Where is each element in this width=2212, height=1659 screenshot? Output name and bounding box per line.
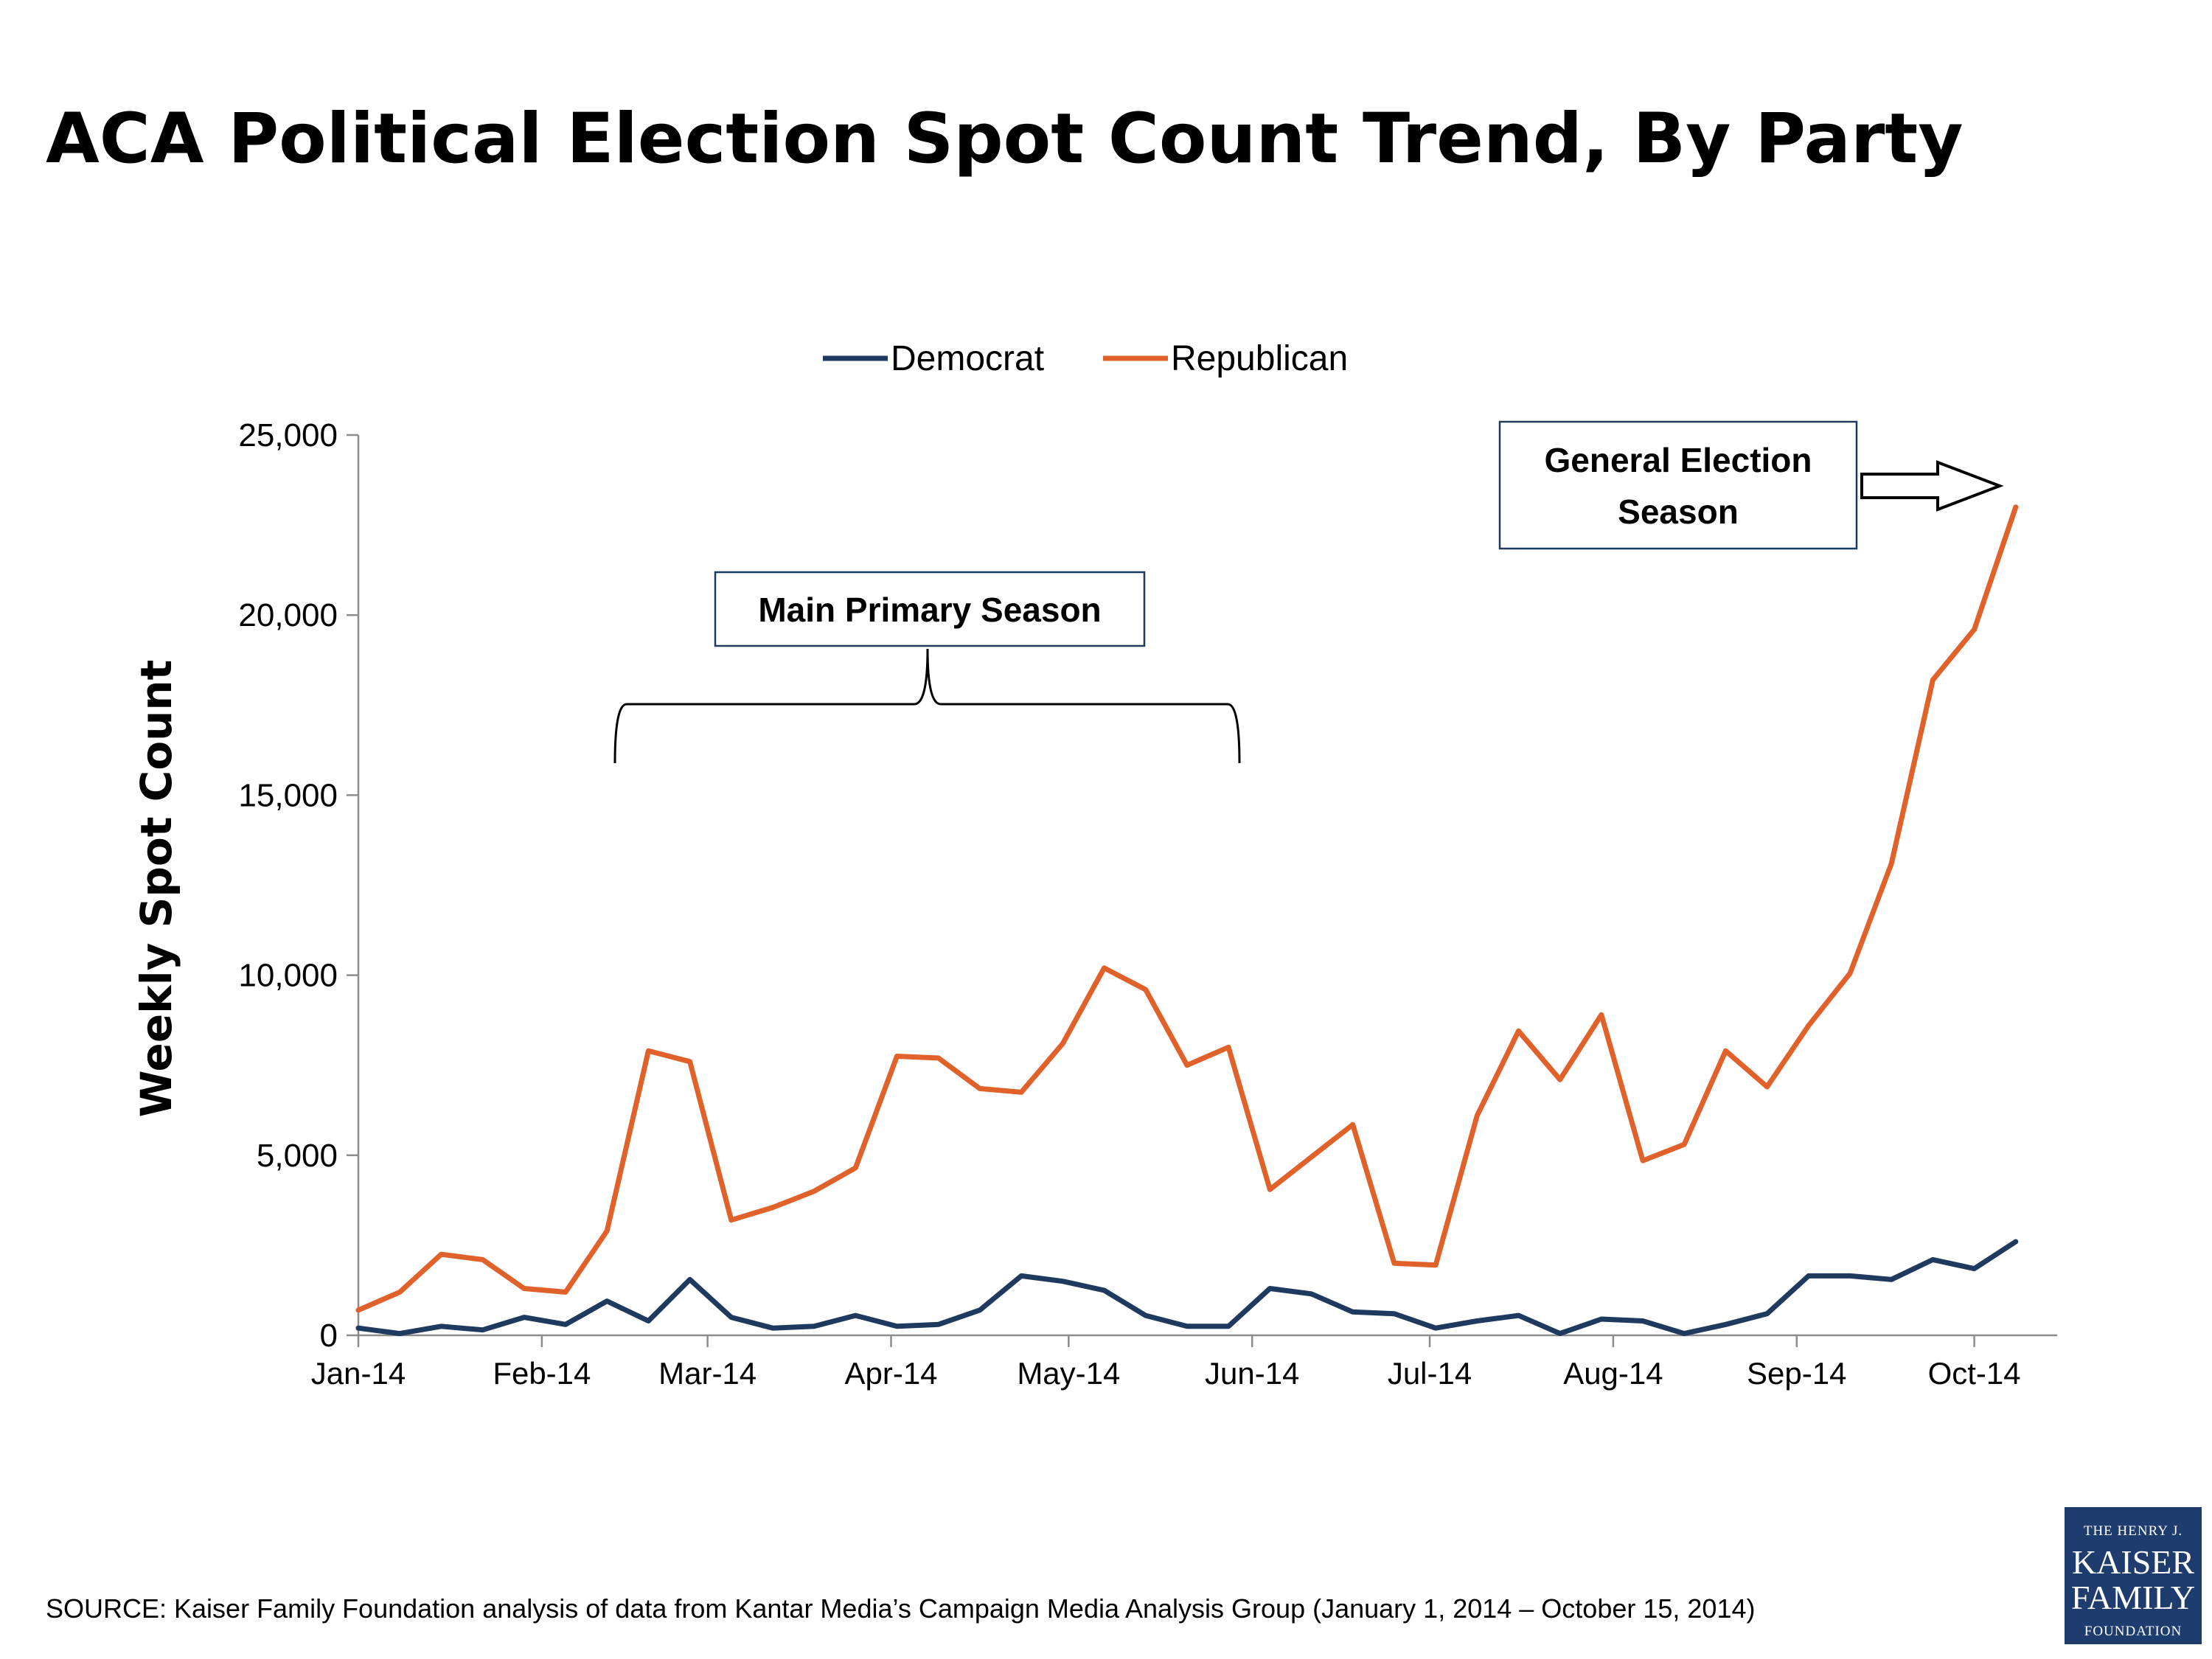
- legend-label-republican: Republican: [1171, 339, 1348, 378]
- y-tick-label: 10,000: [238, 958, 338, 994]
- x-tick-label: Jul-14: [1388, 1356, 1472, 1391]
- legend-label-democrat: Democrat: [891, 339, 1044, 378]
- axes: 0 5,000 10,000 15,000 20,000 25,000 Jan-14 Feb-…: [238, 417, 2057, 1391]
- x-tick-label: Jun-14: [1205, 1356, 1299, 1391]
- x-tick-label: Mar-14: [658, 1356, 757, 1391]
- x-tick-label: Jan-14: [311, 1356, 406, 1391]
- primary-season-brace: [613, 648, 1241, 764]
- general-election-annotation: General Election Season: [1498, 420, 2004, 550]
- primary-season-annotation: Main Primary Season: [613, 571, 1241, 764]
- logo-line2: KAISER: [2072, 1543, 2194, 1581]
- logo-line1: THE HENRY J.: [2084, 1523, 2183, 1539]
- x-tick-label: Aug-14: [1563, 1356, 1663, 1391]
- kff-logo: THE HENRY J. KAISER FAMILY FOUNDATION: [2065, 1507, 2202, 1644]
- y-tick-label: 25,000: [238, 417, 338, 453]
- series-layer: [355, 504, 2019, 1337]
- source-note: SOURCE: Kaiser Family Foundation analysi…: [46, 1593, 1755, 1624]
- logo-line4: FOUNDATION: [2084, 1624, 2182, 1639]
- y-tick-label: 15,000: [238, 777, 338, 813]
- x-tick-label: Apr-14: [844, 1356, 937, 1391]
- chart-title: ACA Political Election Spot Count Trend,…: [46, 99, 1964, 179]
- x-tick-label: Feb-14: [493, 1356, 591, 1391]
- y-tick-label: 20,000: [238, 597, 338, 633]
- x-tick-label: Sep-14: [1747, 1356, 1846, 1391]
- series-line-republican: [355, 504, 2019, 1313]
- legend: Democrat Republican: [823, 339, 1348, 378]
- primary-season-box: [714, 571, 1146, 647]
- right-arrow-icon: [1860, 460, 2004, 512]
- general-election-box: [1498, 420, 1858, 550]
- general-election-label-line2: Season: [1618, 493, 1739, 531]
- y-axis-label: Weekly Spot Count: [131, 660, 181, 1118]
- x-tick-label: Oct-14: [1928, 1356, 2021, 1391]
- y-tick-label: 5,000: [257, 1138, 338, 1174]
- logo-line3: FAMILY: [2071, 1579, 2195, 1616]
- primary-season-label: Main Primary Season: [758, 591, 1101, 629]
- general-election-label-line1: General Election: [1544, 441, 1812, 479]
- logo-background: [2065, 1507, 2202, 1644]
- y-tick-label: 0: [320, 1318, 338, 1354]
- series-line-democrat: [355, 1239, 2019, 1337]
- x-tick-label: May-14: [1017, 1356, 1120, 1391]
